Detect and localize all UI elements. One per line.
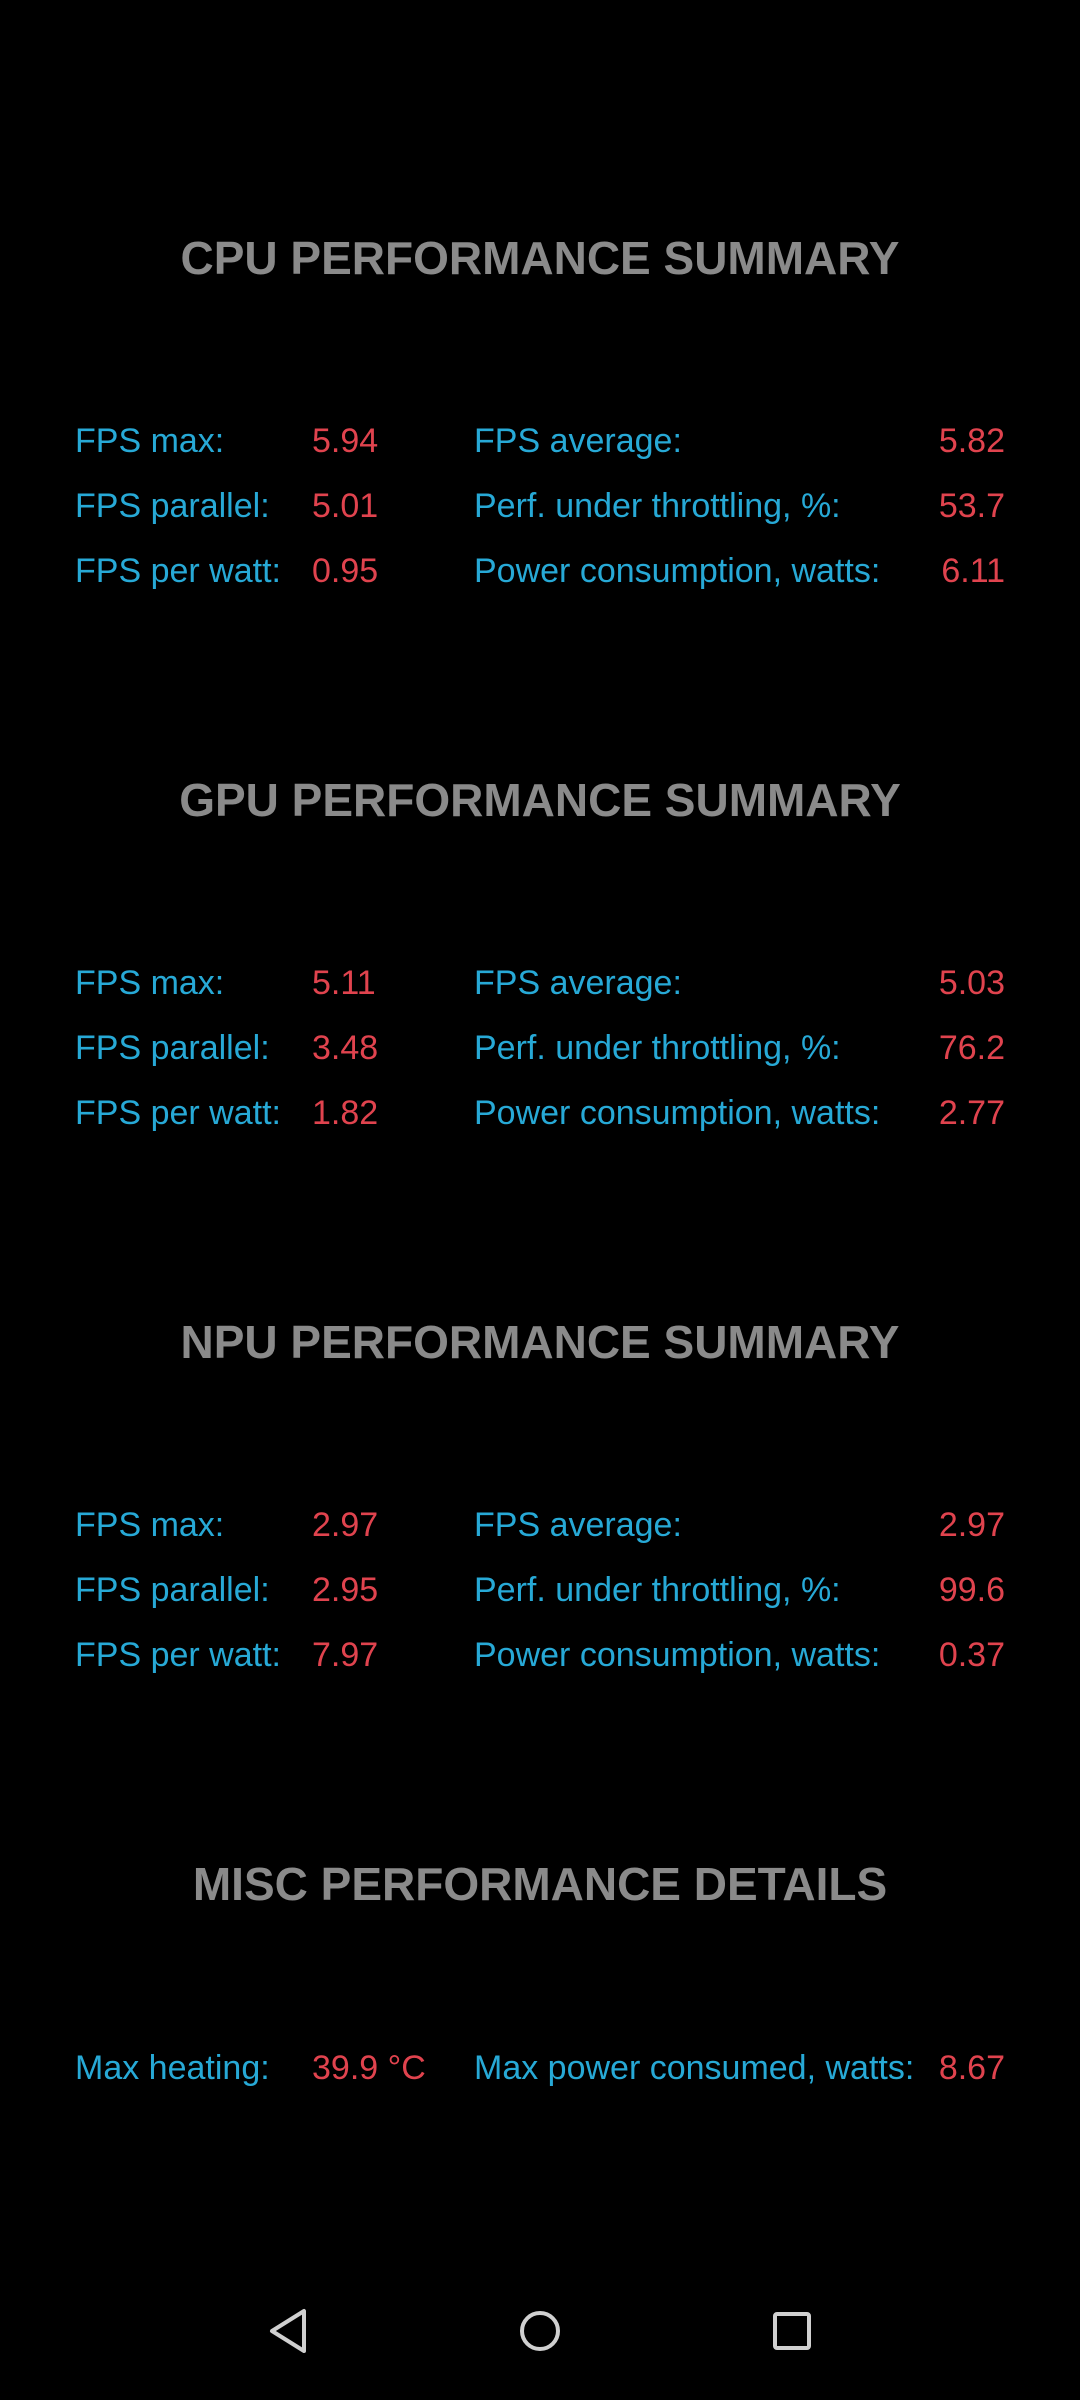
cpu-power-consumption-value: 6.11 <box>941 552 1005 590</box>
cpu-fps-average-label: FPS average: <box>474 422 682 460</box>
npu-row-2: FPS parallel: 2.95 Perf. under throttlin… <box>0 1562 1080 1618</box>
cpu-row-3: FPS per watt: 0.95 Power consumption, wa… <box>0 543 1080 599</box>
gpu-power-consumption-label: Power consumption, watts: <box>474 1094 881 1132</box>
npu-fps-parallel-value: 2.95 <box>312 1571 379 1609</box>
back-button[interactable] <box>253 2298 323 2368</box>
gpu-row-2: FPS parallel: 3.48 Perf. under throttlin… <box>0 1020 1080 1076</box>
npu-fps-per-watt-value: 7.97 <box>312 1636 379 1674</box>
back-triangle-icon <box>266 2307 310 2360</box>
gpu-fps-max-label: FPS max: <box>75 964 225 1002</box>
npu-row-3: FPS per watt: 7.97 Power consumption, wa… <box>0 1627 1080 1683</box>
cpu-fps-parallel-value: 5.01 <box>312 487 379 525</box>
npu-section-title: NPU PERFORMANCE SUMMARY <box>180 1316 900 1368</box>
npu-power-consumption-label: Power consumption, watts: <box>474 1636 881 1674</box>
max-power-consumed-label: Max power consumed, watts: <box>474 2049 915 2087</box>
max-heating-label: Max heating: <box>75 2049 270 2087</box>
gpu-row-3: FPS per watt: 1.82 Power consumption, wa… <box>0 1085 1080 1141</box>
cpu-fps-max-value: 5.94 <box>312 422 379 460</box>
npu-fps-average-label: FPS average: <box>474 1506 682 1544</box>
recents-button[interactable] <box>757 2298 827 2368</box>
system-navigation-bar <box>0 2270 1080 2400</box>
gpu-fps-parallel-label: FPS parallel: <box>75 1029 270 1067</box>
cpu-fps-per-watt-value: 0.95 <box>312 552 379 590</box>
gpu-fps-per-watt-value: 1.82 <box>312 1094 379 1132</box>
npu-throttling-label: Perf. under throttling, %: <box>474 1571 841 1609</box>
cpu-throttling-label: Perf. under throttling, %: <box>474 487 841 525</box>
misc-section-title: MISC PERFORMANCE DETAILS <box>192 1858 888 1910</box>
recents-square-icon <box>770 2309 814 2358</box>
npu-fps-per-watt-label: FPS per watt: <box>75 1636 281 1674</box>
cpu-fps-max-label: FPS max: <box>75 422 225 460</box>
npu-power-consumption-value: 0.37 <box>938 1636 1005 1674</box>
gpu-fps-per-watt-label: FPS per watt: <box>75 1094 281 1132</box>
gpu-throttling-value: 76.2 <box>938 1029 1005 1067</box>
gpu-throttling-label: Perf. under throttling, %: <box>474 1029 841 1067</box>
npu-row-1: FPS max: 2.97 FPS average: 2.97 <box>0 1497 1080 1553</box>
cpu-section-title: CPU PERFORMANCE SUMMARY <box>180 232 900 284</box>
npu-fps-parallel-label: FPS parallel: <box>75 1571 270 1609</box>
cpu-row-1: FPS max: 5.94 FPS average: 5.82 <box>0 413 1080 469</box>
cpu-power-consumption-label: Power consumption, watts: <box>474 552 881 590</box>
home-button[interactable] <box>505 2298 575 2368</box>
misc-row-1: Max heating: 39.9 °C Max power consumed,… <box>0 2040 1080 2096</box>
cpu-throttling-value: 53.7 <box>938 487 1005 525</box>
gpu-fps-max-value: 5.11 <box>312 964 376 1002</box>
cpu-fps-per-watt-label: FPS per watt: <box>75 552 281 590</box>
npu-fps-average-value: 2.97 <box>938 1506 1005 1544</box>
cpu-fps-parallel-label: FPS parallel: <box>75 487 270 525</box>
gpu-fps-average-label: FPS average: <box>474 964 682 1002</box>
gpu-section-title: GPU PERFORMANCE SUMMARY <box>179 774 901 826</box>
gpu-fps-average-value: 5.03 <box>938 964 1005 1002</box>
home-circle-icon <box>517 2308 563 2359</box>
gpu-row-1: FPS max: 5.11 FPS average: 5.03 <box>0 955 1080 1011</box>
max-heating-value: 39.9 °C <box>312 2049 426 2087</box>
npu-fps-max-value: 2.97 <box>312 1506 379 1544</box>
gpu-fps-parallel-value: 3.48 <box>312 1029 379 1067</box>
npu-throttling-value: 99.6 <box>938 1571 1005 1609</box>
npu-fps-max-label: FPS max: <box>75 1506 225 1544</box>
max-power-consumed-value: 8.67 <box>938 2049 1005 2087</box>
cpu-fps-average-value: 5.82 <box>938 422 1005 460</box>
gpu-power-consumption-value: 2.77 <box>938 1094 1005 1132</box>
cpu-row-2: FPS parallel: 5.01 Perf. under throttlin… <box>0 478 1080 534</box>
